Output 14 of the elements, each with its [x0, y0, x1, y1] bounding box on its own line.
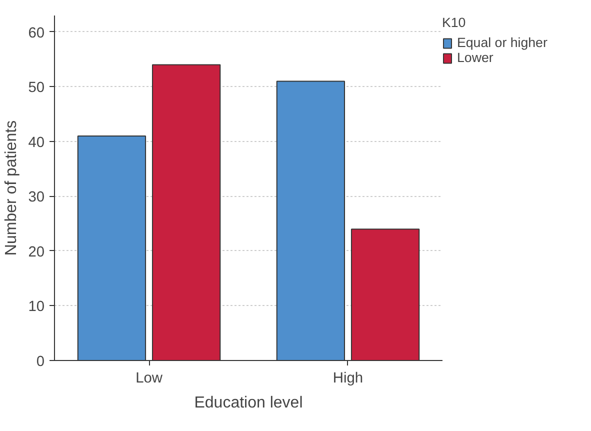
y-tick-label: 20: [28, 244, 45, 260]
legend-label: Equal or higher: [457, 35, 548, 50]
y-tick-label: 30: [28, 190, 45, 206]
legend-label: Lower: [457, 50, 494, 65]
x-tick-label: Low: [136, 370, 163, 386]
y-axis-title: Number of patients: [3, 120, 20, 256]
y-tick-label: 50: [28, 80, 45, 96]
y-tick-label: 40: [28, 134, 45, 151]
x-tick-label: High: [332, 370, 364, 386]
y-tick-label: 0: [36, 354, 45, 370]
x-axis-title: Education level: [194, 394, 303, 412]
y-tick-label: 60: [28, 25, 45, 42]
legend-title: K10: [442, 15, 467, 30]
y-tick-label: 10: [28, 299, 45, 316]
